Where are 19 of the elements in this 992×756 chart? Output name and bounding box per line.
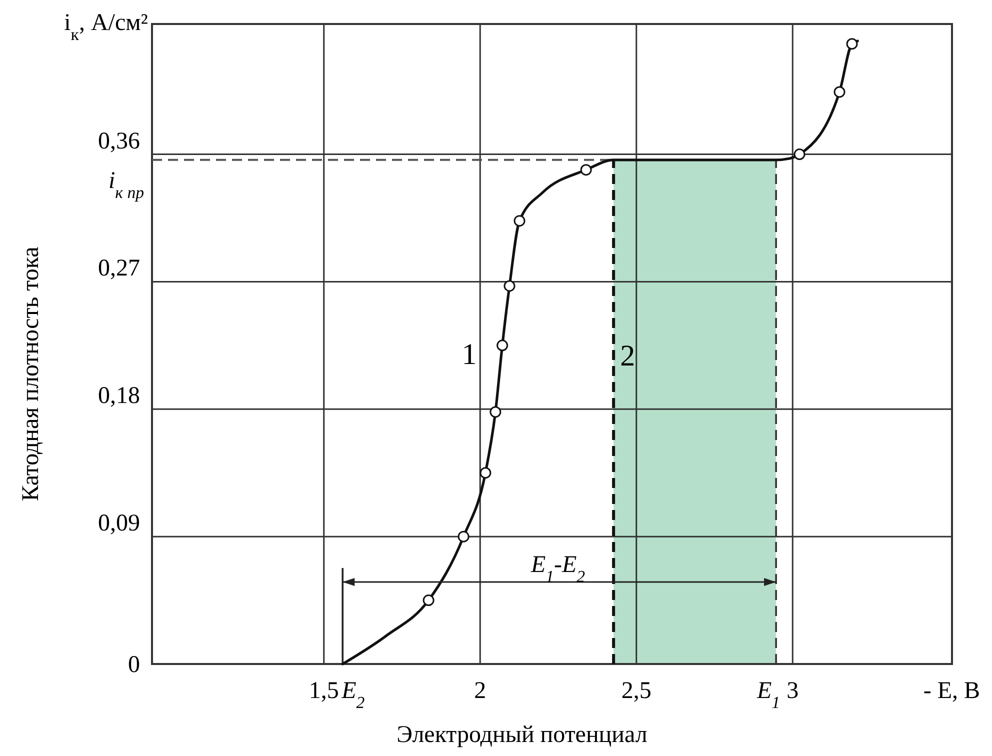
y-tick-label: 0 xyxy=(128,652,140,678)
annotation: 2 xyxy=(620,339,636,372)
y-tick-label: 0,27 xyxy=(98,256,140,282)
x-tick-label: 2 xyxy=(474,678,486,704)
x-axis-title: Электродный потенциал xyxy=(396,722,648,748)
x-tick-label: 1,5 xyxy=(308,678,339,704)
y-tick-label: 0,36 xyxy=(98,128,140,154)
ref-line-label: i$_{к пр}$ xyxy=(108,168,144,202)
ref-line-label: E$_{1}$ xyxy=(756,678,780,712)
x-tick-label: 3 xyxy=(786,678,799,704)
annotation: 1 xyxy=(462,338,477,371)
ref-line-label: E$_{2}$ xyxy=(340,678,366,712)
y-tick-label: 0,09 xyxy=(98,510,140,537)
x-tick-label: 2,5 xyxy=(621,678,652,704)
text: - E, В xyxy=(923,678,980,704)
y-axis-title: Катодная плотность тока xyxy=(18,246,44,502)
annotation: E$_{1}$-E$_{2}$ xyxy=(530,552,586,586)
text: i$_{к}$, А/см² xyxy=(64,10,148,44)
y-tick-label: 0,18 xyxy=(98,383,140,410)
